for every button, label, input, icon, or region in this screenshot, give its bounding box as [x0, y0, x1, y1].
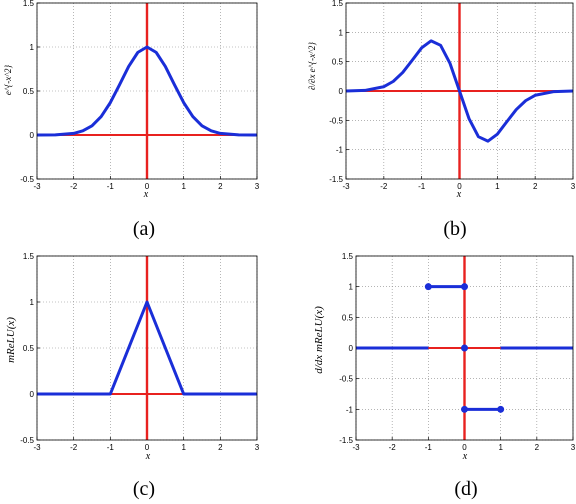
ylabel-b: ∂/∂x e^{-x^2}: [307, 42, 317, 90]
y-tick-label: 1.5: [23, 252, 35, 261]
xlabel-b: x: [456, 189, 462, 200]
x-tick-label: 1: [181, 182, 186, 191]
y-tick-label: -1.5: [339, 436, 353, 445]
x-tick-label: 1: [498, 443, 503, 452]
y-tick-label: 1: [349, 283, 354, 292]
y-tick-label: 0.5: [23, 344, 35, 353]
series-line: [37, 300, 257, 396]
ylabel-c: mReLU(x): [5, 317, 17, 363]
y-tick-label: -0.5: [20, 175, 34, 184]
axes-frame: [345, 2, 574, 180]
y-tick-label: 1.5: [23, 0, 35, 8]
y-tick-label: -0.5: [20, 436, 34, 445]
x-tick-label: 2: [218, 443, 223, 452]
y-tick-label: 0: [30, 131, 35, 140]
x-tick-label: 1: [181, 443, 186, 452]
axes-frame: [355, 255, 574, 441]
x-tick-label: 2: [533, 182, 538, 191]
x-tick-label: -3: [33, 182, 41, 191]
xlabel-c: x: [145, 451, 151, 462]
x-tick-label: 0: [145, 443, 150, 452]
axes-frame: [36, 255, 258, 441]
x-tick-label: 2: [218, 182, 223, 191]
x-tick-label: 2: [535, 443, 540, 452]
series-line: [36, 45, 258, 137]
x-tick-label: 1: [495, 182, 500, 191]
axes-frame: [36, 2, 258, 180]
data-point: [497, 405, 505, 413]
x-tick-label: -2: [70, 182, 78, 191]
x-tick-label: -2: [389, 443, 397, 452]
panel-a: -3 -2 -1 0 1 2 3 -0.5 0 0.5 1 1.5: [20, 0, 260, 191]
xlabel-a: x: [143, 189, 149, 200]
y-tick-label: -1: [346, 405, 354, 414]
x-tick-label: -1: [107, 182, 115, 191]
y-tick-label: 1: [30, 43, 35, 52]
y-tick-label: 0.5: [342, 313, 354, 322]
panel-d: -3 -2 -1 0 1 2 3 -1.5 -1 -0.5 0 0.5 1 1.5: [339, 252, 576, 452]
x-tick-label: 3: [255, 443, 260, 452]
x-tick-label: 3: [255, 182, 260, 191]
ylabel-a: e^{-x^2}: [3, 64, 13, 95]
y-tick-label: 0.5: [23, 87, 35, 96]
caption-c: (c): [133, 478, 155, 500]
x-tick-label: -2: [380, 182, 388, 191]
x-tick-label: -1: [418, 182, 426, 191]
y-tick-label: 0: [339, 87, 344, 96]
x-tick-label: -3: [352, 443, 360, 452]
y-tick-label: 0: [349, 344, 354, 353]
x-tick-label: 0: [145, 182, 150, 191]
data-point: [424, 283, 432, 291]
x-tick-label: 0: [457, 182, 462, 191]
x-tick-label: -3: [342, 182, 350, 191]
data-point: [461, 283, 468, 291]
y-tick-label: 0: [30, 390, 35, 399]
panel-b: -3 -2 -1 0 1 2 3 -1.5 -1 -0.5 0 0.5 1 1.5: [329, 0, 576, 191]
x-tick-label: -1: [107, 443, 115, 452]
y-tick-label: 0.5: [332, 58, 344, 67]
y-tick-label: -1: [336, 146, 344, 155]
caption-d: (d): [454, 478, 477, 500]
x-tick-label: 0: [462, 443, 467, 452]
y-tick-label: 1: [30, 298, 35, 307]
y-tick-label: -0.5: [329, 116, 343, 125]
y-tick-label: 1: [339, 28, 344, 37]
x-tick-label: -2: [70, 443, 78, 452]
data-point: [461, 344, 468, 352]
series-line: [345, 39, 574, 143]
caption-b: (b): [443, 218, 466, 240]
ylabel-d: d/dx mReLU(x): [313, 306, 325, 374]
x-tick-label: 3: [571, 182, 576, 191]
x-tick-label: -1: [425, 443, 433, 452]
y-tick-label: 1.5: [332, 0, 344, 8]
x-tick-label: 3: [571, 443, 576, 452]
x-tick-label: -3: [33, 443, 41, 452]
y-tick-label: 1.5: [342, 252, 354, 261]
y-tick-label: -1.5: [329, 175, 343, 184]
panel-c: -3 -2 -1 0 1 2 3 -0.5 0 0.5 1 1.5: [20, 252, 260, 452]
xlabel-d: x: [462, 451, 468, 462]
caption-a: (a): [133, 218, 155, 240]
data-point: [461, 405, 468, 413]
y-tick-label: -0.5: [339, 375, 353, 384]
